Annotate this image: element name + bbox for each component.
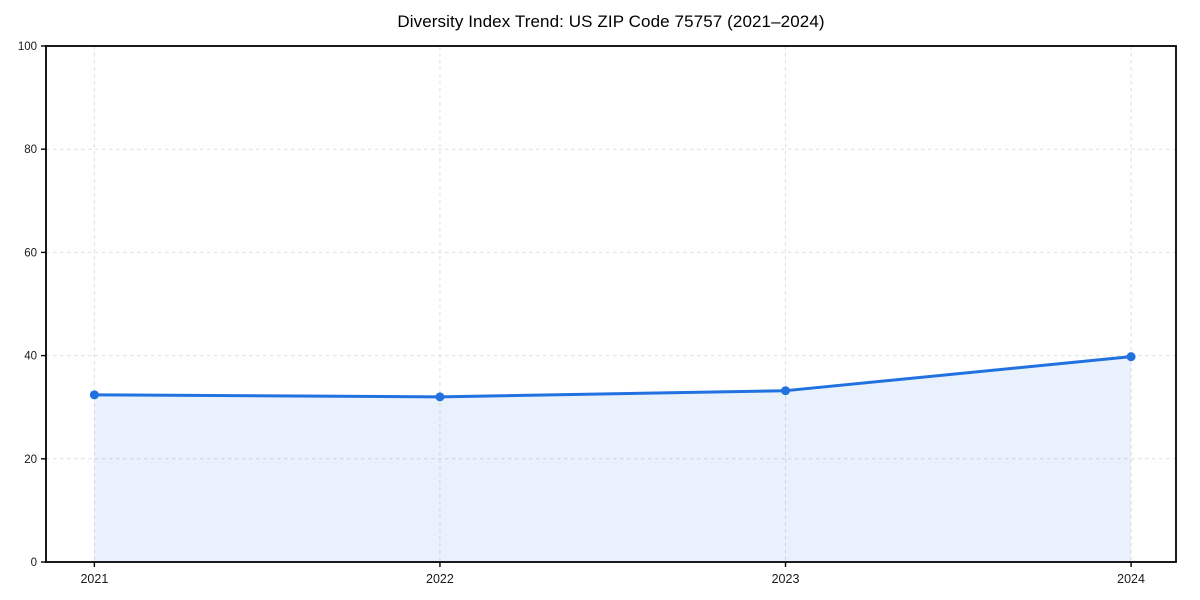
data-point-marker (435, 392, 445, 402)
x-tick-label: 2021 (80, 572, 108, 586)
x-tick-label: 2022 (426, 572, 454, 586)
data-point-marker (1126, 352, 1136, 362)
x-tick-label: 2023 (772, 572, 800, 586)
y-tick-label: 40 (24, 351, 37, 363)
chart-title: Diversity Index Trend: US ZIP Code 75757… (397, 12, 825, 31)
x-tick-label: 2024 (1117, 572, 1145, 586)
y-tick-label: 100 (18, 41, 37, 53)
series-line (92, 355, 1133, 399)
series-area-fill (94, 356, 1132, 562)
data-point-marker (781, 386, 791, 396)
plot-box-spines (45, 45, 1177, 563)
data-point-marker (89, 390, 99, 400)
y-tick-label: 20 (24, 454, 37, 466)
y-tick-label: 0 (31, 557, 37, 569)
y-tick-label: 60 (24, 247, 37, 259)
y-tick-label: 80 (24, 144, 37, 156)
